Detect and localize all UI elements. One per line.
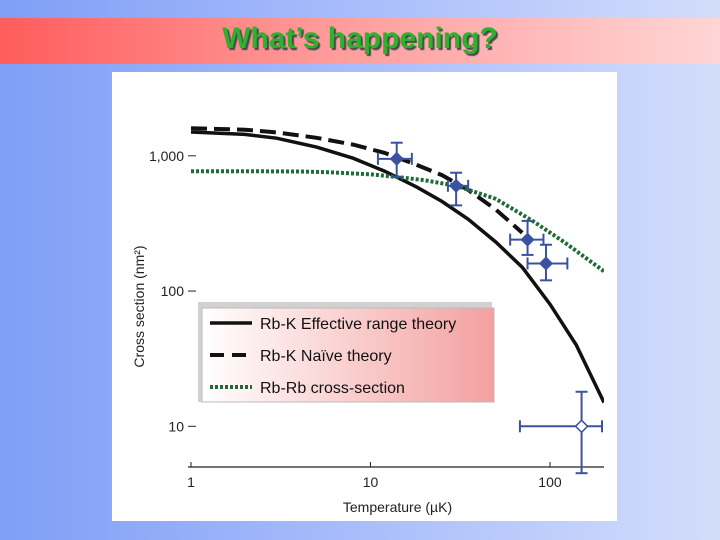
y-tick-label: 1,000 bbox=[149, 148, 184, 164]
y-tick-label: 100 bbox=[161, 283, 185, 299]
chart-panel: 1 10 100 1,000 100 10 Temperature (µK) Cross se… bbox=[112, 72, 617, 521]
data-marker bbox=[538, 256, 554, 271]
series-line-dotted bbox=[191, 169, 604, 273]
x-tick-label: 1 bbox=[187, 474, 195, 490]
legend-label: Rb-Rb cross-section bbox=[260, 380, 405, 397]
slide-title: What’s happening? bbox=[222, 22, 498, 55]
legend-label: Rb-K Effective range theory bbox=[260, 316, 456, 333]
data-marker bbox=[520, 232, 535, 247]
data-points bbox=[376, 141, 603, 475]
data-point bbox=[509, 219, 545, 256]
title-banner bbox=[0, 18, 720, 64]
data-point bbox=[526, 243, 569, 282]
data-point bbox=[376, 141, 413, 178]
data-point bbox=[518, 390, 603, 475]
series-lines bbox=[191, 126, 604, 404]
y-axis-label: Cross section (nm²) bbox=[131, 245, 147, 367]
data-marker bbox=[449, 178, 464, 193]
axes: 1 10 100 1,000 100 10 Temperature (µK) Cross se… bbox=[131, 148, 604, 515]
x-axis-label: Temperature (µK) bbox=[343, 499, 452, 515]
series-line-dashed bbox=[191, 126, 524, 235]
x-tick-label: 10 bbox=[363, 474, 379, 490]
cross-section-chart: 1 10 100 1,000 100 10 Temperature (µK) Cross se… bbox=[131, 126, 604, 515]
legend: Rb-K Effective range theory Rb-K Naïve th… bbox=[198, 302, 495, 403]
data-marker bbox=[574, 419, 589, 434]
x-tick-label: 100 bbox=[538, 474, 562, 490]
series-line-solid bbox=[191, 130, 604, 404]
data-marker bbox=[389, 151, 404, 166]
data-point bbox=[446, 171, 470, 207]
y-tick-label: 10 bbox=[168, 418, 184, 434]
legend-label: Rb-K Naïve theory bbox=[260, 348, 392, 365]
